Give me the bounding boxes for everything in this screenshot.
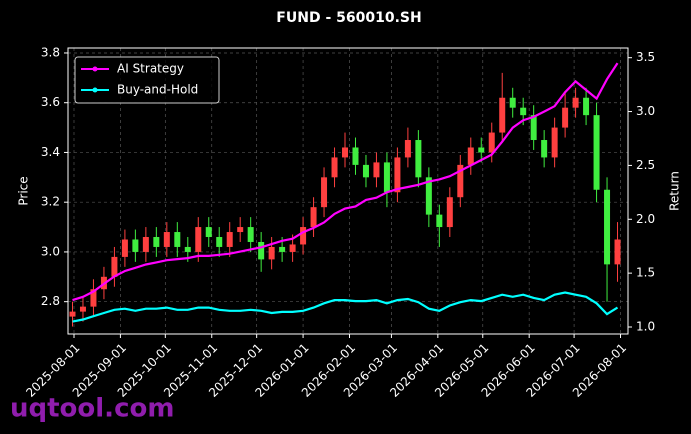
- chart-title: FUND - 560010.SH: [276, 10, 421, 26]
- candle-body: [205, 227, 212, 238]
- candle-body: [541, 140, 548, 158]
- candle-body: [373, 162, 380, 178]
- candle-body: [121, 239, 128, 257]
- candle-body: [300, 227, 307, 245]
- candle-body: [331, 157, 338, 178]
- legend-marker: [92, 87, 98, 93]
- y-tick-label: 2.8: [41, 294, 60, 308]
- candle-body: [478, 147, 485, 153]
- candle-body: [604, 189, 611, 265]
- y-tick-label: 3.8: [41, 45, 60, 59]
- y2-tick-label: 3.5: [636, 50, 655, 64]
- candle-body: [342, 147, 349, 158]
- candle-body: [132, 239, 139, 252]
- candle-body: [415, 140, 422, 178]
- y2-tick-label: 2.0: [636, 212, 655, 226]
- candle-body: [184, 246, 191, 252]
- series-line: [72, 62, 619, 302]
- y2-tick-label: 2.5: [636, 158, 655, 172]
- y-axis-label: Price: [17, 176, 31, 205]
- y2-tick-label: 1.5: [636, 266, 655, 280]
- candle-body: [289, 244, 296, 252]
- candle-body: [247, 227, 254, 242]
- candle-body: [69, 311, 76, 317]
- candle-body: [79, 306, 86, 312]
- legend-label: Buy-and-Hold: [117, 83, 198, 97]
- candle-body: [310, 207, 317, 228]
- candle-body: [111, 256, 118, 277]
- candle-body: [488, 132, 495, 153]
- candle-body: [520, 107, 527, 116]
- legend-box: [74, 56, 220, 104]
- candle-body: [436, 214, 443, 228]
- candle-body: [404, 140, 411, 158]
- candle-body: [174, 232, 181, 247]
- candle-body: [142, 237, 149, 252]
- candle-body: [258, 241, 265, 260]
- candle-body: [509, 97, 516, 108]
- candle-body: [551, 127, 558, 158]
- candle-body: [163, 232, 170, 247]
- candle-body: [499, 97, 506, 133]
- candle-body: [394, 157, 401, 193]
- legend-marker: [92, 66, 98, 72]
- candle-body: [153, 237, 160, 247]
- candle-body: [614, 239, 621, 265]
- y-tick-label: 3.0: [41, 244, 60, 258]
- y-tick-label: 3.6: [41, 95, 60, 109]
- plot-frame: [67, 47, 629, 335]
- candle-body: [583, 97, 590, 116]
- candle-body: [195, 227, 202, 252]
- candle-body: [352, 147, 359, 165]
- y-tick-label: 3.2: [41, 195, 60, 209]
- candle-body: [457, 164, 464, 198]
- candle-body: [425, 177, 432, 215]
- candle-body: [279, 246, 286, 252]
- candle-body: [530, 115, 537, 141]
- candle-body: [90, 289, 97, 307]
- y2-tick-label: 1.0: [636, 319, 655, 333]
- candle-body: [562, 107, 569, 128]
- candle-body: [383, 162, 390, 193]
- legend-label: AI Strategy: [117, 62, 184, 76]
- candle-body: [593, 115, 600, 190]
- y-tick-label: 3.4: [41, 145, 60, 159]
- candle-body: [572, 97, 579, 108]
- candle-body: [268, 246, 275, 260]
- candle-body: [467, 147, 474, 165]
- series-line: [72, 291, 619, 323]
- y2-tick-label: 3.0: [636, 104, 655, 118]
- candle-body: [226, 232, 233, 247]
- candle-body: [446, 197, 453, 228]
- candle-body: [321, 177, 328, 208]
- candle-body: [362, 164, 369, 178]
- y2-axis-label: Return: [668, 171, 682, 211]
- candle-body: [237, 227, 244, 233]
- candle-body: [216, 237, 223, 247]
- watermark: uqtool.com: [10, 394, 174, 424]
